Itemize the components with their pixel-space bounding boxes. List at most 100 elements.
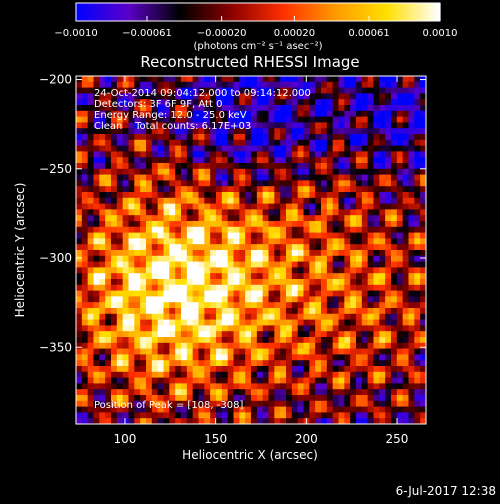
heatmap-cell [192, 209, 199, 216]
heatmap-cell [245, 99, 252, 106]
heatmap-cell [402, 395, 409, 402]
heatmap-cell [116, 76, 124, 83]
heatmap-cell [402, 221, 409, 228]
heatmap-cell [216, 360, 223, 367]
heatmap-cell [169, 76, 176, 83]
heatmap-cell [140, 395, 147, 402]
heatmap-cell [280, 76, 287, 83]
heatmap-cell [262, 105, 269, 112]
heatmap-cell [396, 366, 404, 373]
heatmap-cell [326, 412, 334, 419]
heatmap-cell [332, 209, 339, 216]
heatmap-cell [326, 180, 334, 187]
heatmap-cell [344, 279, 351, 286]
heatmap-cell [245, 296, 252, 303]
heatmap-cell [87, 157, 94, 164]
annotation-detectors: Detectors: 3F 6F 9F, Att 0 [94, 99, 222, 110]
heatmap-cell [396, 81, 404, 89]
heatmap-cell [338, 99, 345, 106]
colorbar-cell [154, 3, 157, 21]
heatmap-cell [344, 296, 351, 303]
heatmap-cell [402, 139, 409, 147]
heatmap-cell [391, 348, 398, 355]
heatmap-cell [262, 273, 269, 280]
heatmap-cell [140, 151, 147, 158]
heatmap-cell [81, 87, 89, 94]
heatmap-cell [227, 331, 234, 338]
colorbar-cell [158, 3, 161, 21]
heatmap-cell [128, 168, 135, 176]
heatmap-cell [192, 337, 199, 344]
heatmap-cell [338, 296, 345, 303]
colorbar-cell [400, 3, 403, 21]
heatmap-cell [291, 116, 299, 123]
heatmap-cell [385, 296, 392, 303]
heatmap-cell [81, 192, 89, 199]
heatmap-cell [326, 145, 334, 152]
heatmap-cell [408, 168, 415, 176]
heatmap-cell [128, 128, 135, 135]
heatmap-cell [128, 395, 135, 402]
heatmap-cell [408, 319, 415, 326]
heatmap-cell [134, 226, 141, 234]
heatmap-cell [122, 255, 129, 263]
heatmap-cell [309, 157, 316, 164]
heatmap-cell [350, 337, 357, 344]
heatmap-cell [204, 221, 211, 228]
heatmap-cell [227, 412, 234, 419]
heatmap-cell [186, 290, 194, 297]
heatmap-cell [402, 400, 409, 408]
heatmap-cell [221, 302, 229, 309]
heatmap-cell [192, 145, 199, 152]
heatmap-cell [227, 302, 234, 309]
heatmap-cell [373, 342, 380, 350]
colorbar-cell [364, 3, 367, 21]
heatmap-cell [210, 139, 217, 147]
heatmap-cell [210, 110, 217, 118]
heatmap-cell [332, 145, 339, 152]
heatmap-cell [151, 244, 159, 251]
heatmap-cell [116, 128, 124, 135]
heatmap-cell [186, 366, 194, 373]
heatmap-cell [204, 197, 211, 205]
colorbar-cell [246, 3, 249, 21]
heatmap-cell [216, 279, 223, 286]
heatmap-cell [408, 261, 415, 268]
heatmap-cell [385, 93, 392, 100]
heatmap-cell [274, 296, 281, 303]
heatmap-cell [163, 145, 170, 152]
heatmap-cell [268, 406, 275, 413]
heatmap-cell [420, 319, 427, 326]
heatmap-cell [128, 93, 135, 100]
heatmap-cell [204, 261, 211, 268]
heatmap-cell [315, 250, 322, 257]
heatmap-cell [280, 105, 287, 112]
colorbar-cell [278, 3, 281, 21]
heatmap-cell [93, 354, 100, 361]
heatmap-cell [414, 232, 421, 239]
heatmap-cell [309, 215, 316, 222]
heatmap-cell [286, 273, 293, 280]
heatmap-cell [233, 110, 240, 118]
colorbar-cell [118, 3, 121, 21]
heatmap-cell [87, 342, 94, 350]
heatmap-cell [280, 87, 287, 94]
heatmap-cell [268, 313, 275, 321]
x-tick-label: 150 [204, 432, 227, 446]
heatmap-cell [134, 290, 141, 297]
colorbar-cell [188, 3, 191, 21]
heatmap-cell [116, 163, 124, 170]
heatmap-cell [367, 348, 374, 355]
heatmap-cell [326, 290, 334, 297]
heatmap-cell [251, 383, 258, 390]
colorbar-cell [330, 3, 333, 21]
heatmap-cell [402, 215, 409, 222]
heatmap-cell [414, 93, 421, 100]
heatmap-cell [221, 76, 229, 83]
heatmap-cell [99, 87, 106, 94]
heatmap-cell [291, 157, 299, 164]
heatmap-cell [361, 273, 369, 280]
heatmap-cell [321, 342, 328, 350]
heatmap-cell [216, 290, 223, 297]
heatmap-cell [402, 261, 409, 268]
